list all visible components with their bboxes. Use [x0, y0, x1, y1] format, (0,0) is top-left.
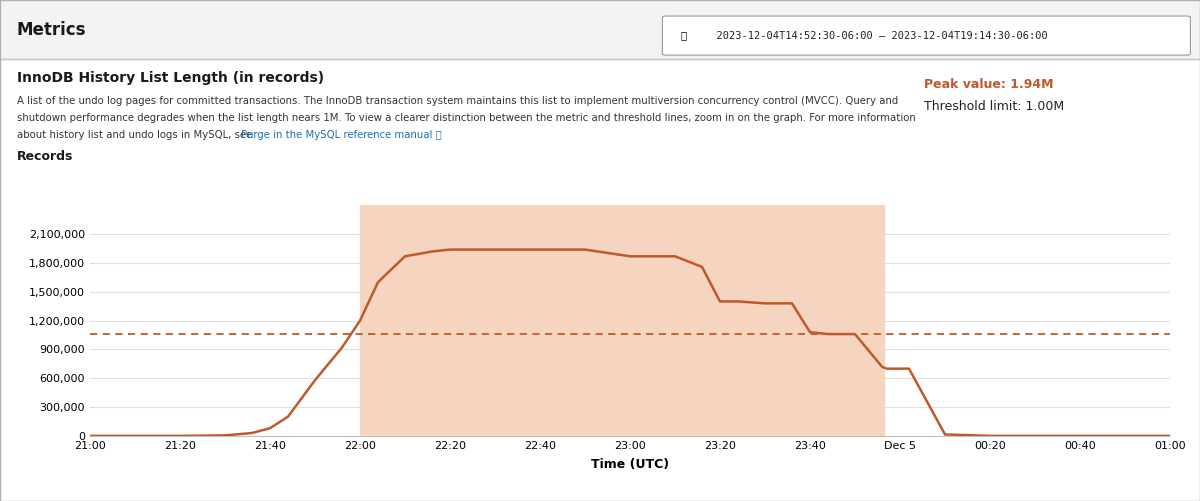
Bar	[360, 205, 884, 436]
Text: 📅: 📅	[680, 31, 686, 41]
Text: 2023-12-04T14:52:30-06:00 — 2023-12-04T19:14:30-06:00: 2023-12-04T14:52:30-06:00 — 2023-12-04T1…	[704, 31, 1048, 41]
FancyBboxPatch shape	[662, 16, 1190, 55]
Text: about history list and undo logs in MySQL, see: about history list and undo logs in MySQ…	[17, 130, 252, 140]
Text: Threshold limit: 1.00M: Threshold limit: 1.00M	[924, 100, 1064, 113]
Text: A list of the undo log pages for committed transactions. The InnoDB transaction : A list of the undo log pages for committ…	[17, 96, 898, 106]
Text: Purge in the MySQL reference manual ⧉: Purge in the MySQL reference manual ⧉	[241, 130, 442, 140]
Bar	[0, 0, 1200, 59]
Text: shutdown performance degrades when the list length nears 1M. To view a clearer d: shutdown performance degrades when the l…	[17, 113, 916, 123]
Text: Peak value: 1.94M: Peak value: 1.94M	[924, 78, 1054, 91]
Text: InnoDB History List Length (in records): InnoDB History List Length (in records)	[17, 71, 324, 85]
X-axis label: Time (UTC): Time (UTC)	[590, 458, 670, 470]
Text: Metrics: Metrics	[17, 21, 86, 39]
Text: Records: Records	[17, 150, 73, 163]
